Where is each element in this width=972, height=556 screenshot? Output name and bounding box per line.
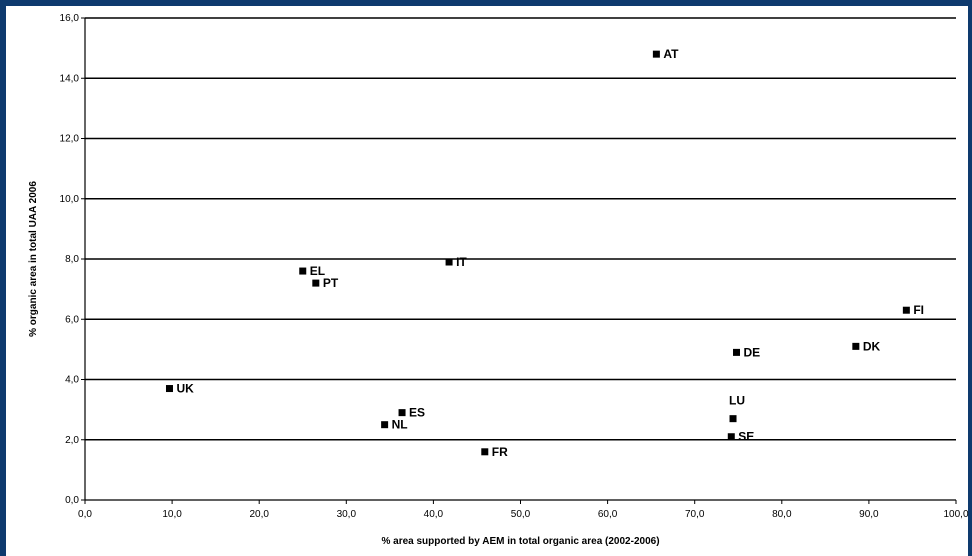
point-label-lu: LU bbox=[729, 394, 745, 408]
point-dk bbox=[852, 342, 860, 350]
y-tick-label: 10,0 bbox=[60, 194, 80, 205]
point-lu bbox=[729, 415, 737, 423]
point-label-pt: PT bbox=[323, 276, 339, 290]
point-label-it: IT bbox=[456, 255, 467, 269]
point-fr bbox=[481, 448, 489, 456]
axes bbox=[81, 17, 957, 504]
point-label-uk: UK bbox=[176, 382, 194, 396]
point-fi bbox=[902, 306, 910, 314]
x-tick-label: 10,0 bbox=[162, 509, 182, 520]
point-el bbox=[299, 267, 307, 275]
point-nl bbox=[381, 421, 389, 429]
point-label-fr: FR bbox=[492, 445, 508, 459]
chart-frame bbox=[6, 6, 968, 556]
y-tick-label: 6,0 bbox=[65, 314, 79, 325]
point-label-el: EL bbox=[310, 264, 325, 278]
x-tick-label: 70,0 bbox=[685, 509, 705, 520]
point-label-at: AT bbox=[663, 47, 679, 61]
x-tick-label: 100,0 bbox=[943, 509, 968, 520]
x-tick-label: 90,0 bbox=[859, 509, 879, 520]
tick-labels: 0,0 2,0 4,0 6,0 8,0 10,0 12,0 14,0 16,0 0,0 10,0 20… bbox=[60, 13, 969, 520]
x-tick-label: 0,0 bbox=[78, 509, 92, 520]
point-label-de: DE bbox=[744, 345, 761, 359]
y-tick-label: 8,0 bbox=[65, 254, 79, 265]
y-tick-label: 0,0 bbox=[65, 495, 79, 506]
x-axis-label: % area supported by AEM in total organic… bbox=[381, 536, 659, 547]
x-tick-label: 20,0 bbox=[249, 509, 269, 520]
y-tick-label: 12,0 bbox=[60, 134, 80, 145]
point-es bbox=[398, 409, 406, 417]
x-tick-label: 30,0 bbox=[337, 509, 357, 520]
y-tick-label: 2,0 bbox=[65, 435, 79, 446]
point-label-nl: NL bbox=[392, 418, 408, 432]
y-tick-label: 4,0 bbox=[65, 375, 79, 386]
point-de bbox=[733, 348, 741, 356]
y-tick-label: 16,0 bbox=[60, 13, 80, 24]
y-tick-label: 14,0 bbox=[60, 73, 80, 84]
point-pt bbox=[312, 279, 320, 287]
x-tick-label: 80,0 bbox=[772, 509, 792, 520]
point-label-dk: DK bbox=[863, 339, 881, 353]
x-tick-label: 60,0 bbox=[598, 509, 618, 520]
point-label-fi: FI bbox=[913, 303, 924, 317]
gridlines bbox=[85, 17, 956, 441]
y-axis-label: % organic area in total UAA 2006 bbox=[28, 181, 39, 337]
point-label-es: ES bbox=[409, 406, 425, 420]
point-uk bbox=[165, 385, 173, 393]
point-it bbox=[445, 258, 453, 266]
point-label-se: SE bbox=[738, 430, 754, 444]
point-se bbox=[727, 433, 735, 441]
x-tick-label: 40,0 bbox=[424, 509, 444, 520]
point-at bbox=[652, 50, 660, 58]
x-tick-label: 50,0 bbox=[511, 509, 531, 520]
